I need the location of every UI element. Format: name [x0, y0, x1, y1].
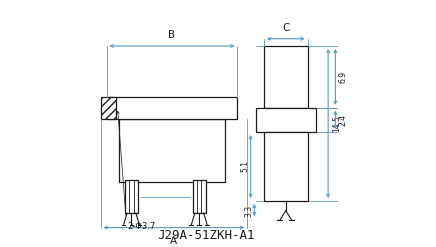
Bar: [264, 132, 307, 201]
Text: 6.9: 6.9: [338, 71, 347, 83]
Text: C: C: [282, 23, 290, 33]
Text: B: B: [168, 30, 176, 40]
Bar: [255, 108, 316, 132]
Bar: [125, 180, 138, 213]
Bar: [101, 97, 116, 119]
Text: 3.3: 3.3: [244, 205, 253, 217]
Text: 2.4: 2.4: [338, 114, 347, 126]
Bar: [107, 97, 237, 119]
Text: 5.1: 5.1: [241, 161, 249, 172]
Bar: [119, 119, 225, 182]
Text: 14.5: 14.5: [332, 115, 341, 132]
Text: A: A: [170, 236, 177, 246]
Text: J29A-51ZKH-A1: J29A-51ZKH-A1: [157, 229, 255, 242]
Text: 2-Φ3.7: 2-Φ3.7: [127, 222, 156, 230]
Bar: [264, 46, 307, 108]
Bar: [193, 180, 206, 213]
